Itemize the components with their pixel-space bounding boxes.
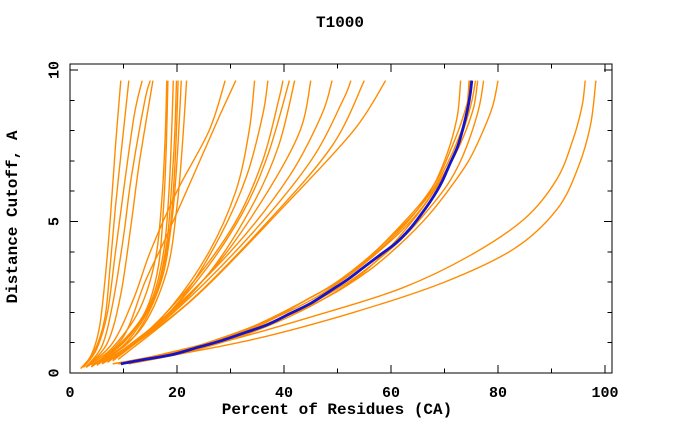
model-curve [85, 80, 226, 368]
model-curve [96, 80, 188, 365]
model-curve [150, 80, 597, 361]
model-curve [82, 80, 143, 368]
x-tick-label: 0 [65, 385, 74, 402]
model-curve [134, 80, 485, 362]
plot-area: 0 20 40 60 80 100 0 5 10 [46, 61, 618, 402]
x-tick-label: 100 [591, 385, 618, 402]
model-curve [80, 80, 122, 369]
model-curve [90, 80, 178, 368]
model-curve [107, 80, 333, 362]
model-curve [117, 80, 387, 360]
x-tick-label: 60 [382, 385, 400, 402]
plot-border [69, 63, 613, 374]
x-tick-label: 40 [275, 385, 293, 402]
highlighted-model-curve [120, 80, 474, 366]
model-curve [90, 80, 237, 368]
model-curve [134, 80, 586, 362]
y-axis-label: Distance Cutoff, A [4, 130, 22, 303]
model-curve [90, 80, 174, 366]
x-tick-label: 20 [168, 385, 186, 402]
y-tick-label: 10 [46, 61, 63, 79]
model-curve [96, 80, 179, 366]
model-curve [80, 80, 130, 369]
model-curve [85, 80, 154, 368]
chart-title: T1000 [316, 14, 364, 32]
model-curve [101, 80, 291, 365]
x-tick-label: 80 [489, 385, 507, 402]
model-curve [85, 80, 151, 368]
x-axis-label: Percent of Residues (CA) [222, 401, 452, 419]
y-tick-label: 0 [46, 368, 63, 377]
model-curve [112, 80, 352, 362]
y-tick-label: 5 [46, 217, 63, 226]
